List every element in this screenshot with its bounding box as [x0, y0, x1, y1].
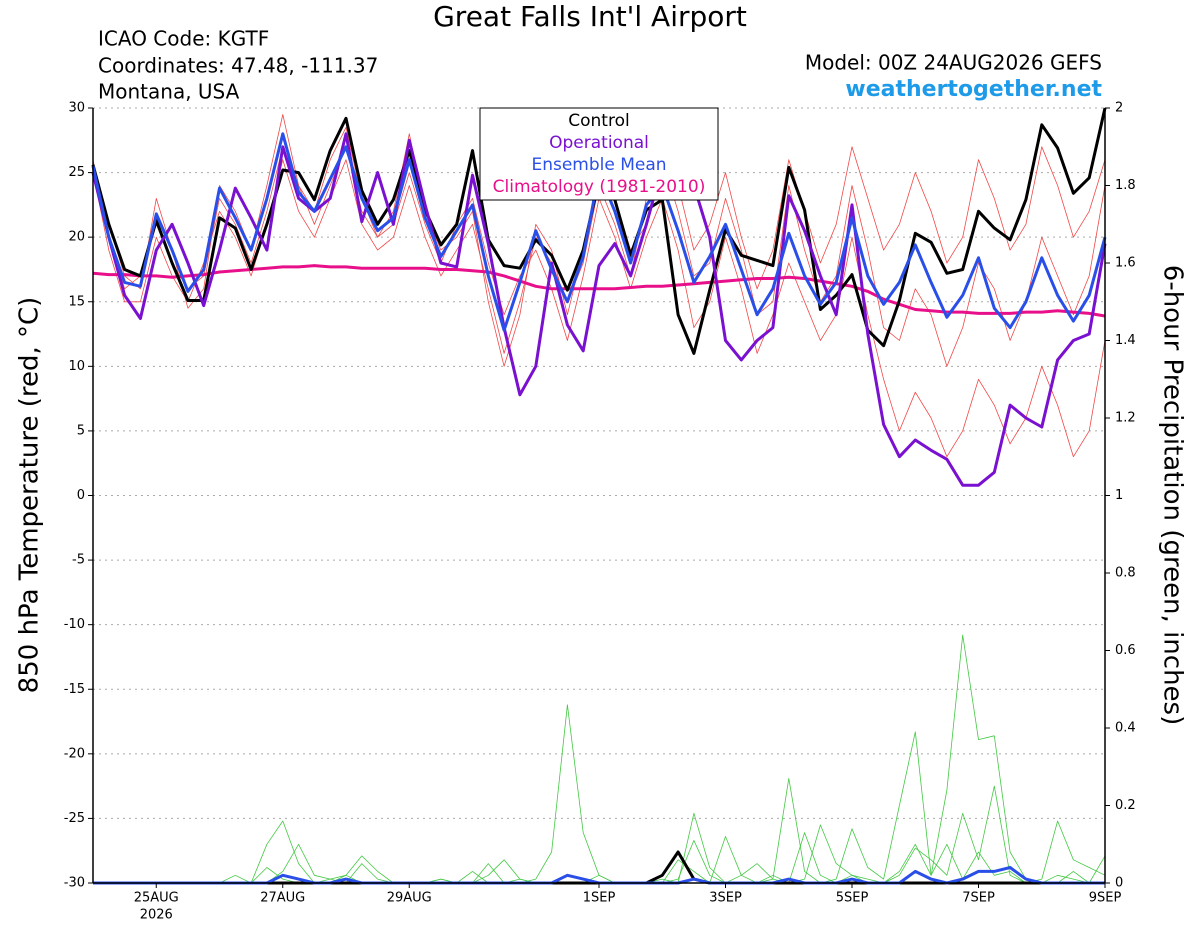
y2-axis-label: 6-hour Precipitation (green, inches) [1158, 265, 1188, 725]
y-tick-label: 10 [68, 359, 85, 374]
y-axis-label: 850 hPa Temperature (red, °C) [15, 297, 45, 694]
y2-tick-label: 1.8 [1115, 178, 1136, 193]
y-tick-label: 0 [77, 488, 85, 503]
y-tick-label: 5 [77, 423, 85, 438]
series-line [92, 264, 1106, 318]
y-tick-label: -5 [72, 553, 85, 568]
legend-box [479, 107, 719, 201]
y2-tick-label: 0.4 [1115, 721, 1136, 736]
x-tick-label: 7SEP [962, 891, 995, 906]
legend-label: Ensemble Mean [531, 155, 666, 175]
y2-tick-label: 2 [1115, 101, 1123, 116]
y-tick-label: -30 [64, 876, 85, 891]
legend-label: Operational [549, 133, 649, 153]
y-tick-label: 25 [68, 165, 85, 180]
x-sublabel: 2026 [140, 908, 173, 923]
website[interactable]: weathertogether.net [845, 77, 1102, 102]
x-tick-label: 5SEP [836, 891, 869, 906]
chart-title: Great Falls Int'l Airport [433, 0, 747, 33]
header-line: ICAO Code: KGTF [98, 27, 269, 51]
header-line: Montana, USA [98, 80, 240, 104]
x-tick-label: 27AUG [260, 891, 305, 906]
y2-tick-label: 1.6 [1115, 256, 1136, 271]
legend-label: Climatology (1981-2010) [493, 177, 706, 197]
y2-tick-label: 1.2 [1115, 411, 1136, 426]
x-tick-label: 3SEP [709, 891, 742, 906]
x-tick-label: 25AUG [134, 891, 179, 906]
x-tick-label: 29AUG [387, 891, 432, 906]
y2-tick-label: 0 [1115, 876, 1123, 891]
header-line: Coordinates: 47.48, -111.37 [98, 54, 378, 78]
y-tick-label: -25 [64, 811, 85, 826]
y2-tick-label: 0.2 [1115, 798, 1136, 813]
y-tick-label: 20 [68, 230, 85, 245]
member-line [93, 785, 1105, 884]
model-label: Model: 00Z 24AUG2026 GEFS [805, 51, 1102, 75]
y2-tick-label: 0.8 [1115, 566, 1136, 581]
legend-label: Control [568, 111, 629, 131]
x-tick-label: 1SEP [583, 891, 616, 906]
y2-tick-label: 1 [1115, 488, 1123, 503]
y2-tick-label: 0.6 [1115, 643, 1136, 658]
y-tick-label: -10 [64, 617, 85, 632]
y-tick-label: 15 [68, 294, 85, 309]
y-tick-label: -20 [64, 746, 85, 761]
y2-tick-label: 1.4 [1115, 333, 1136, 348]
x-tick-label: 9SEP [1089, 891, 1122, 906]
y-tick-label: -15 [64, 682, 85, 697]
series-line [91, 132, 1107, 487]
y-tick-label: 30 [68, 101, 85, 116]
